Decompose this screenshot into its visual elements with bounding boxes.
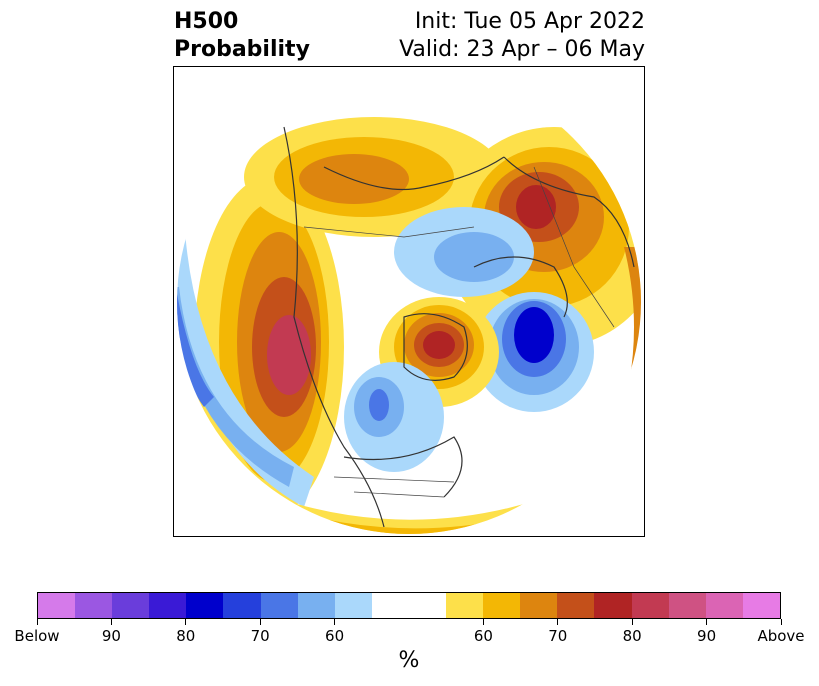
colorbar-tick-label: 70: [548, 627, 568, 645]
colorbar-segment: [705, 593, 743, 618]
colorbar-tick: [185, 619, 187, 625]
colorbar-tick: [110, 619, 112, 625]
colorbar-segment: [631, 593, 669, 618]
colorbar-tick: [780, 619, 782, 625]
colorbar-tick-label: Below: [14, 627, 60, 645]
colorbar-segment: [149, 593, 187, 618]
europe-anomaly-core: [516, 185, 556, 229]
map-panel: [173, 66, 645, 537]
colorbar-tick-label: 70: [250, 627, 270, 645]
title-left: H500 Probability: [174, 8, 310, 64]
colorbar-segment: [297, 593, 335, 618]
colorbar-segment: [408, 593, 447, 618]
colorbar: [37, 592, 781, 619]
colorbar-segment: [223, 593, 261, 618]
init-date: Init: Tue 05 Apr 2022: [414, 9, 645, 34]
colorbar-tick: [36, 619, 38, 625]
colorbar-segment: [742, 593, 780, 618]
title-type: Probability: [174, 37, 310, 62]
colorbar-tick-label: 80: [622, 627, 642, 645]
probability-map: [177, 70, 641, 534]
colorbar-segment: [112, 593, 150, 618]
colorbar-tick: [259, 619, 261, 625]
colorbar-segment: [75, 593, 113, 618]
colorbar-tick-label: 90: [697, 627, 717, 645]
colorbar-segment: [520, 593, 558, 618]
colorbar-segment: [668, 593, 706, 618]
colorbar-tick: [482, 619, 484, 625]
coastlines: [283, 126, 635, 528]
colorbar-tick-label: 80: [176, 627, 196, 645]
colorbar-tick-label: Above: [757, 627, 805, 645]
title-right: Init: Tue 05 Apr 2022 Valid: 23 Apr – 06…: [399, 8, 645, 64]
colorbar-segment: [260, 593, 298, 618]
arctic-cold-inner: [434, 232, 514, 282]
colorbar-tick: [706, 619, 708, 625]
colorbar-segment: [334, 593, 372, 618]
siberia-cold-core: [514, 307, 554, 363]
colorbar-segment: [557, 593, 595, 618]
colorbar-tick: [631, 619, 633, 625]
colorbar-tick-label: 60: [473, 627, 493, 645]
country-borders: [303, 166, 615, 498]
colorbar-segment: [483, 593, 521, 618]
colorbar-tick: [557, 619, 559, 625]
colorbar-segment: [371, 593, 409, 618]
title-field: H500: [174, 9, 239, 34]
colorbar-segment: [186, 593, 224, 618]
greenland-anomaly-core: [423, 331, 455, 359]
colorbar-tick: [334, 619, 336, 625]
colorbar-tick-label: 90: [101, 627, 121, 645]
colorbar-tick-label: 60: [325, 627, 345, 645]
pacific-anomaly-core: [267, 315, 311, 395]
colorbar-segment: [38, 593, 76, 618]
valid-range: Valid: 23 Apr – 06 May: [399, 37, 645, 62]
colorbar-unit-label: %: [398, 648, 420, 673]
west-cold-core: [177, 277, 214, 407]
na-cold-core: [369, 389, 389, 421]
colorbar-segment: [446, 593, 484, 618]
north-warm-dark: [299, 154, 409, 204]
colorbar-segment: [594, 593, 632, 618]
